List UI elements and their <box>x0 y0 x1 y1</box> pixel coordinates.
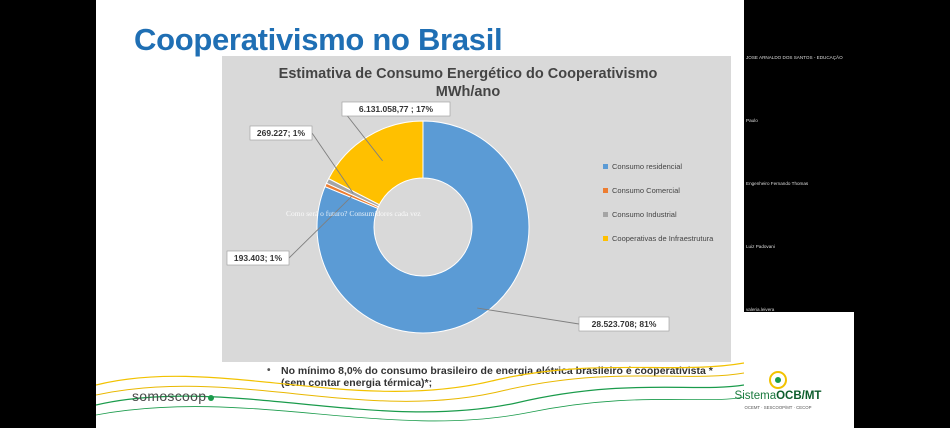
leader-line-3 <box>341 108 383 162</box>
presentation-slide: Cooperativismo no Brasil Estimativa de C… <box>96 0 744 428</box>
data-label-2: 269.227; 1% <box>257 128 306 138</box>
ocb-logo-bold: OCB/MT <box>776 390 822 402</box>
ocb-logo-sub: OCEMT · SESCOOP/MT · CECOP <box>744 405 812 410</box>
slide-overflow-area <box>744 312 854 428</box>
legend-swatch-0 <box>603 164 608 169</box>
slide-title: Cooperativismo no Brasil <box>134 22 503 57</box>
donut-slice-3 <box>328 120 424 206</box>
legend-label-1: Consumo Comercial <box>612 186 680 195</box>
data-label-1: 193.403; 1% <box>234 253 283 263</box>
legend-label-2: Consumo Industrial <box>612 210 677 219</box>
logo-dot-icon <box>208 395 215 401</box>
data-label-box-0 <box>578 316 670 332</box>
donut-chart-panel: Estimativa de Consumo Energético do Coop… <box>222 56 731 362</box>
legend-swatch-1 <box>603 188 608 193</box>
ocb-emblem-icon <box>769 371 787 389</box>
participant-name[interactable]: Luiz Padovani <box>746 244 775 249</box>
donut-slice-0 <box>316 120 530 334</box>
decorative-waves <box>96 362 744 422</box>
data-label-box-2 <box>249 125 313 141</box>
leader-line-1 <box>288 195 353 259</box>
legend-swatch-2 <box>603 212 608 217</box>
legend-swatch-3 <box>603 236 608 241</box>
participant-sidebar: JOSE ARNALDO DOS SANTOS - EDUCAÇÃO Paulo… <box>744 0 854 312</box>
participant-name[interactable]: JOSE ARNALDO DOS SANTOS - EDUCAÇÃO <box>746 55 843 60</box>
video-watermark: Como será o futuro? Consumidores cada ve… <box>286 209 421 218</box>
window-background <box>854 0 950 428</box>
data-label-0: 28.523.708; 81% <box>592 319 657 329</box>
data-label-box-1 <box>226 250 290 266</box>
participant-name[interactable]: valeria.leivera <box>746 307 775 312</box>
legend-label-0: Consumo residencial <box>612 162 682 171</box>
leader-line-2 <box>311 132 354 194</box>
ocb-logo-main: Sistema <box>734 390 777 402</box>
participant-name[interactable]: Engenheiro Fernando Thomas <box>746 181 809 186</box>
leader-line-0 <box>477 307 580 325</box>
bullet-marker: • <box>267 365 271 376</box>
data-label-box-3 <box>341 101 451 117</box>
somoscoop-logo: somoscoop <box>132 388 215 404</box>
sistema-ocb-logo: SistemaOCB/MT OCEMT · SESCOOP/MT · CECOP <box>730 370 826 410</box>
legend-label-3: Cooperativas de Infraestrutura <box>612 234 714 243</box>
chart-subtitle: MWh/ano <box>436 84 501 100</box>
participant-name[interactable]: Paulo <box>746 118 758 123</box>
chart-title: Estimativa de Consumo Energético do Coop… <box>279 66 658 82</box>
data-label-3: 6.131.058,77 ; 17% <box>359 104 434 114</box>
donut-chart: Estimativa de Consumo Energético do Coop… <box>226 66 714 334</box>
